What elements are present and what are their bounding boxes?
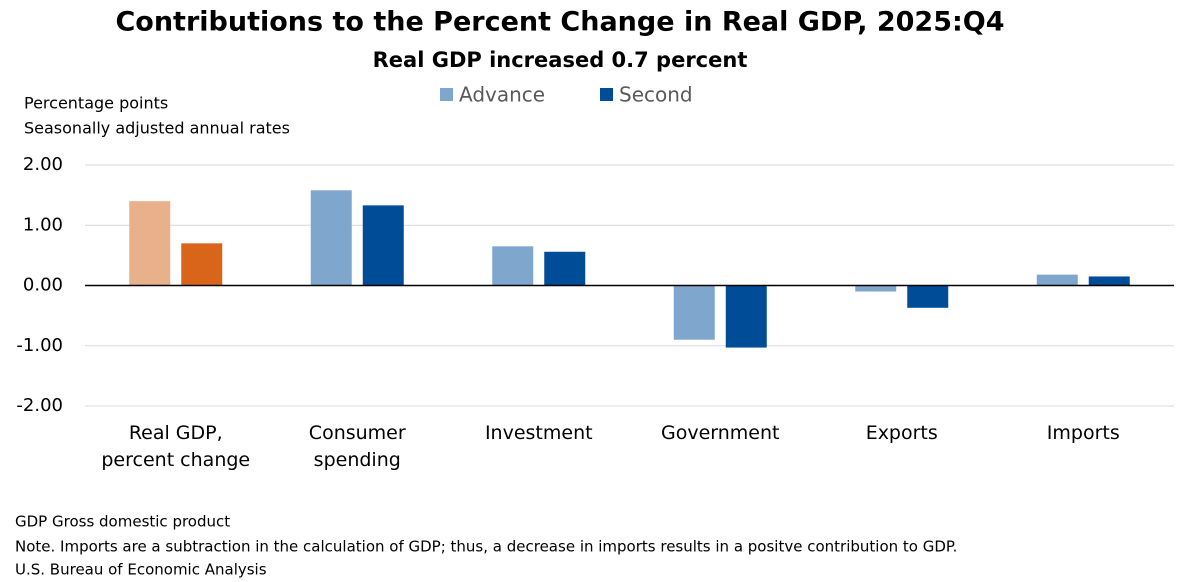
bar [855,285,897,292]
bar [544,251,586,286]
y-tick-label: 0.00 [23,275,63,296]
chart-subtitle: Real GDP increased 0.7 percent [373,48,748,72]
bar [362,205,404,286]
bar [673,285,715,340]
legend-label: Advance [459,83,545,107]
bar [181,243,223,286]
y-tick-label: 2.00 [23,154,63,175]
bar [907,285,949,308]
x-tick-label: Real GDP, percent change [101,422,251,471]
y-axis-label: Percentage points [24,94,168,113]
x-tick-label: Investment [484,422,593,444]
legend-swatch [440,88,453,101]
x-tick-label: Imports [1046,422,1120,444]
x-tick-label: Consumer spending [308,422,406,471]
chart-title: Contributions to the Percent Change in R… [115,7,1004,38]
x-tick-label: Government [661,422,780,444]
bar [310,190,352,286]
legend-swatch [600,88,613,101]
bar [1036,274,1078,286]
y-axis-label: Seasonally adjusted annual rates [24,119,290,138]
bar [1088,276,1130,286]
bar [492,246,534,286]
x-tick-label: Exports [865,422,938,444]
y-tick-label: 1.00 [23,214,63,235]
y-tick-label: -2.00 [16,395,63,416]
footnote: Note. Imports are a subtraction in the c… [15,538,957,556]
footnote: U.S. Bureau of Economic Analysis [15,561,267,579]
bar [725,285,767,348]
bar [129,201,171,286]
y-tick-label: -1.00 [16,335,63,356]
footnote: GDP Gross domestic product [15,513,230,531]
legend-label: Second [619,83,693,107]
